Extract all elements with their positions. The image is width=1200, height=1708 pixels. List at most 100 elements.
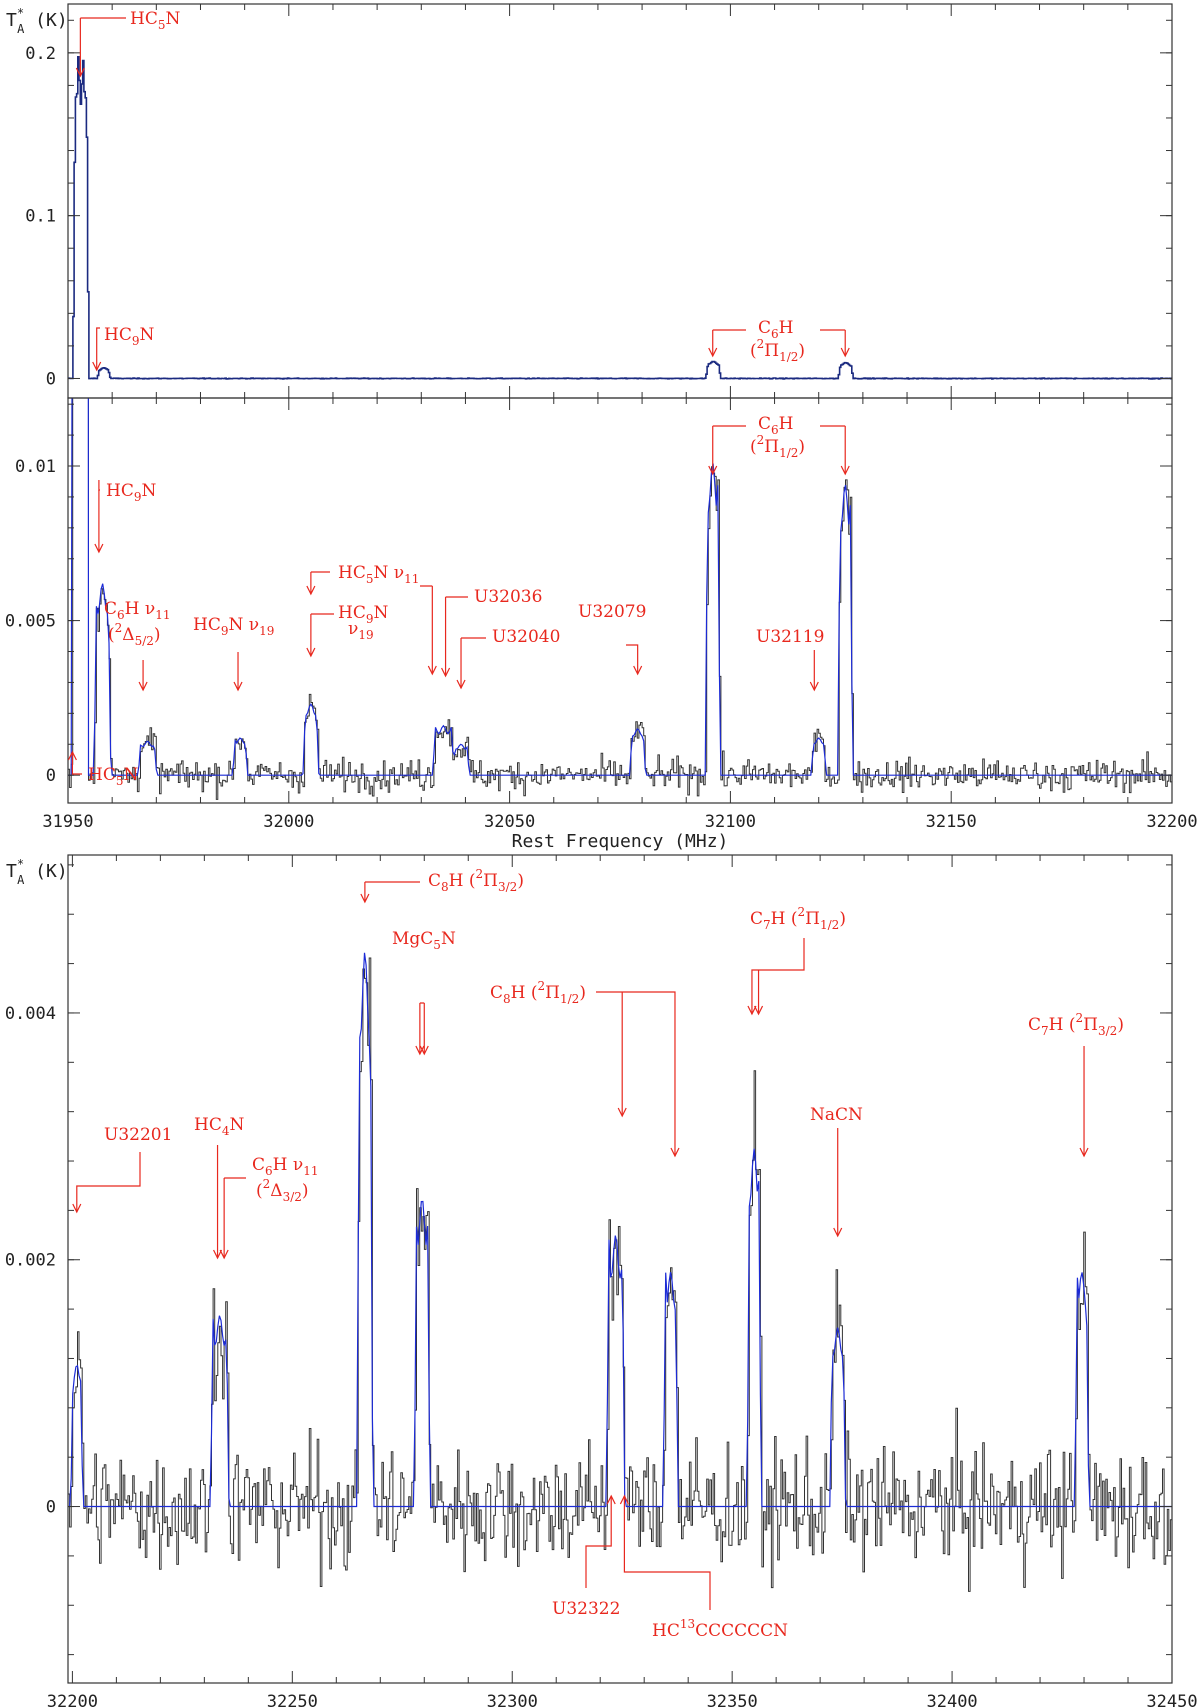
annotation-leader: [76, 1152, 141, 1212]
annotation-label: MgC5N: [392, 929, 456, 952]
annotation-label: (2Π1/2): [750, 433, 805, 460]
x-tick-label: 32150: [926, 812, 977, 832]
observed-spectrum-middle: [68, 398, 1172, 800]
annotation-arrowhead: [708, 465, 718, 476]
annotation-label: C8H (2Π3/2): [428, 867, 524, 894]
annotation-arrowhead: [708, 347, 718, 358]
y-axis-title: T* A (K): [6, 6, 68, 36]
x-tick-label: 32200: [1146, 812, 1197, 832]
annotation-label: NaCN: [810, 1105, 863, 1125]
annotation-leader: [96, 327, 100, 344]
observed-spectrum-bottom: [68, 957, 1172, 1592]
y-tick-label: 0.005: [5, 612, 56, 632]
bottom-panel: 0 0.002 0.004 32200 32250 32300 32350 32400 3245…: [5, 854, 1198, 1708]
annotation-label: C7H (2Π1/2): [750, 905, 846, 932]
annotation-label: U32040: [492, 627, 560, 647]
annotation-label: HC9N: [104, 325, 154, 348]
middle-panel: 0 0.005 0.01 31950 32000 32050 32100 32150 32200…: [5, 397, 1198, 852]
annotation-arrowhead: [415, 1045, 425, 1056]
x-axis-title: Rest Frequency (MHz): [512, 831, 729, 852]
x-tick-label: 32250: [267, 1692, 318, 1708]
annotation-label: HC5N: [130, 9, 180, 32]
annotation-label: HC9N: [106, 481, 156, 504]
annotation-label: C6H ν11: [252, 1155, 319, 1178]
plot-frame-top: [67, 3, 1173, 399]
annotation-leader: [585, 1496, 612, 1588]
annotation-arrowhead: [306, 647, 316, 658]
plot-frame-bottom: [67, 854, 1173, 1684]
y-tick-label: 0.002: [5, 1251, 56, 1271]
annotation-arrowhead: [840, 347, 850, 358]
annotation-label: (2Π1/2): [750, 337, 805, 364]
annotation-label: HC5N: [88, 765, 138, 788]
y-axis-title: T* A (K): [6, 857, 68, 887]
annotation-leader: [364, 881, 420, 902]
x-tick-label: 32100: [705, 812, 756, 832]
annotation-arrowhead: [833, 1227, 843, 1238]
x-tick-label: 32000: [263, 812, 314, 832]
x-tick-label: 32200: [47, 1692, 98, 1708]
annotation-arrowhead: [441, 667, 451, 678]
model-fit-middle: [68, 398, 1172, 776]
plot-frame-middle: [67, 397, 1173, 804]
annotation-label: U32322: [552, 1599, 620, 1619]
y-tick-label: 0: [46, 1498, 56, 1518]
y-tick-label: 0.1: [25, 207, 56, 227]
annotation-label: HC9N: [338, 603, 388, 626]
annotation-label: (2Δ3/2): [256, 1177, 309, 1204]
annotation-label: U32079: [578, 602, 646, 622]
annotation-arrowhead: [138, 681, 148, 692]
y-tick-label: 0.004: [5, 1004, 56, 1024]
x-tick-label: 32050: [484, 812, 535, 832]
annotation-label: C6H: [758, 414, 793, 437]
model-fit-bottom: [68, 952, 1172, 1508]
annotation-label: U32201: [104, 1125, 172, 1145]
annotation-arrowhead: [606, 1494, 616, 1505]
y-tick-label: 0.2: [25, 44, 56, 64]
annotation-label: C8H (2Π1/2): [490, 979, 586, 1006]
annotation-arrowhead: [747, 1005, 757, 1016]
x-tick-label: 31950: [42, 812, 93, 832]
annotation-label: U32119: [756, 627, 824, 647]
annotation-label: C7H (2Π3/2): [1028, 1011, 1124, 1038]
annotation-arrowhead: [213, 1249, 223, 1260]
annotation-leader: [71, 752, 82, 775]
annotation-arrowhead: [619, 1494, 629, 1505]
annotation-leader: [623, 1496, 711, 1610]
y-tick-label: 0: [46, 766, 56, 786]
annotation-arrowhead: [94, 543, 104, 554]
top-panel: 0 0.1 0.2 T* A (K): [6, 3, 1173, 399]
annotation-arrowhead: [67, 750, 77, 761]
annotation-leader: [712, 329, 846, 356]
annotation-leader: [596, 991, 676, 1156]
annotation-arrowhead: [306, 585, 316, 596]
annotation-arrowhead: [419, 1045, 429, 1056]
annotation-leader: [444, 596, 468, 676]
annotation-leader: [223, 1177, 246, 1258]
annotation-arrowhead: [840, 465, 850, 476]
annotation-label: HC13CCCCCCN: [652, 1617, 788, 1641]
annotation-arrowhead: [670, 1147, 680, 1158]
annotation-leader: [751, 938, 805, 1014]
annotation-label: HC4N: [194, 1115, 244, 1138]
annotation-leader: [626, 644, 639, 674]
annotation-arrowhead: [754, 1005, 764, 1016]
annotation-label: HC5N ν11: [338, 563, 419, 586]
annotation-leader: [460, 637, 486, 688]
annotation-arrowhead: [427, 665, 437, 676]
annotation-arrowhead: [72, 1203, 82, 1214]
annotation-label: C6H ν11: [104, 599, 171, 622]
annotation-label: ν19: [348, 619, 374, 642]
annotation-arrowhead: [75, 67, 85, 78]
x-tick-label: 32300: [487, 1692, 538, 1708]
annotation-label: (2Δ5/2): [108, 621, 161, 648]
y-tick-label: 0.01: [15, 457, 56, 477]
annotation-arrowhead: [809, 681, 819, 692]
annotation-leader: [98, 480, 100, 491]
annotation-arrowhead: [456, 679, 466, 690]
annotation-label: HC9N ν19: [193, 615, 274, 638]
annotation-label: C6H: [758, 318, 793, 341]
x-tick-label: 32350: [707, 1692, 758, 1708]
